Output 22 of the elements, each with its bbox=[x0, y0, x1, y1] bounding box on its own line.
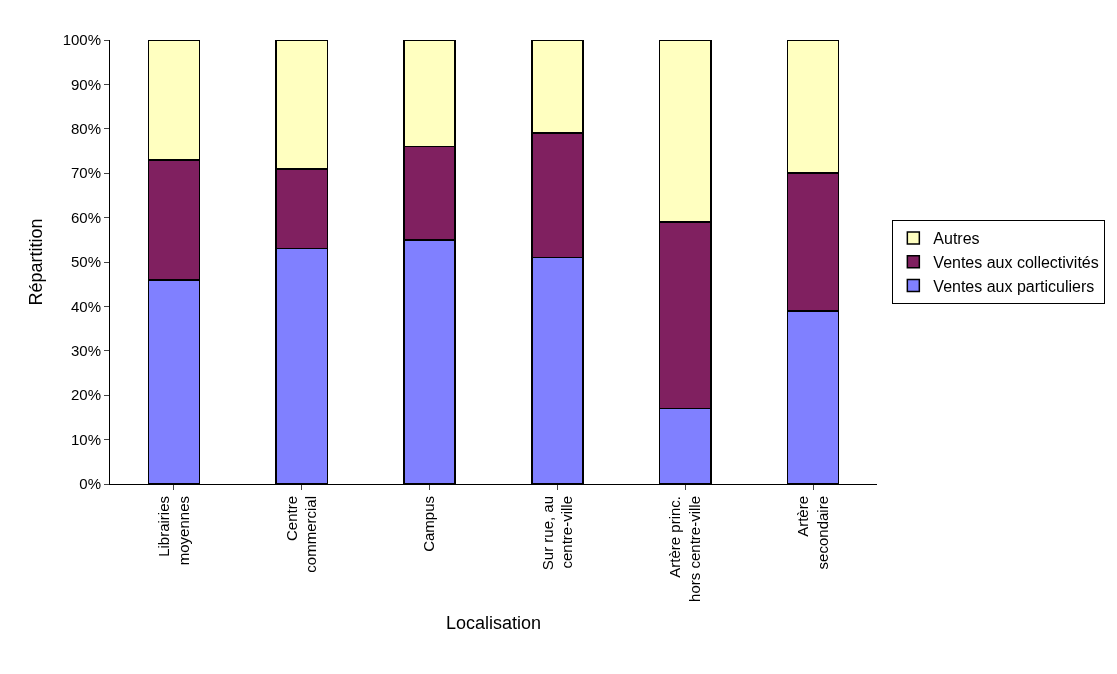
y-tick-label: 30% bbox=[70, 342, 101, 360]
x-tick-label: Librairies moyennes bbox=[155, 496, 192, 566]
x-tick-label: Centre commercial bbox=[282, 496, 320, 573]
y-tick-label: 40% bbox=[70, 297, 101, 315]
y-tick-label: 70% bbox=[70, 164, 101, 182]
x-tick-label: Artère princ. hors centre-ville bbox=[666, 496, 703, 602]
x-tick-label: Campus bbox=[420, 496, 438, 552]
y-tick-label: 20% bbox=[70, 386, 101, 404]
x-tick-label: Sur rue, au centre-ville bbox=[538, 496, 576, 571]
y-tick-label: 50% bbox=[70, 253, 101, 271]
y-tick-label: 90% bbox=[70, 75, 101, 93]
y-tick-label: 0% bbox=[79, 475, 101, 493]
y-tick-label: 60% bbox=[70, 208, 101, 226]
legend-label: Ventes aux collectivités bbox=[933, 253, 1099, 271]
y-tick-label: 10% bbox=[70, 430, 101, 448]
x-axis-title: Localisation bbox=[445, 612, 542, 633]
legend-label: Ventes aux particuliers bbox=[933, 277, 1095, 295]
x-tick-label: Artère secondaire bbox=[794, 496, 831, 570]
legend-label: Autres bbox=[933, 230, 980, 248]
y-tick-label: 100% bbox=[62, 31, 101, 49]
y-axis-title: Répartition bbox=[25, 218, 46, 306]
y-tick-label: 80% bbox=[70, 120, 101, 138]
